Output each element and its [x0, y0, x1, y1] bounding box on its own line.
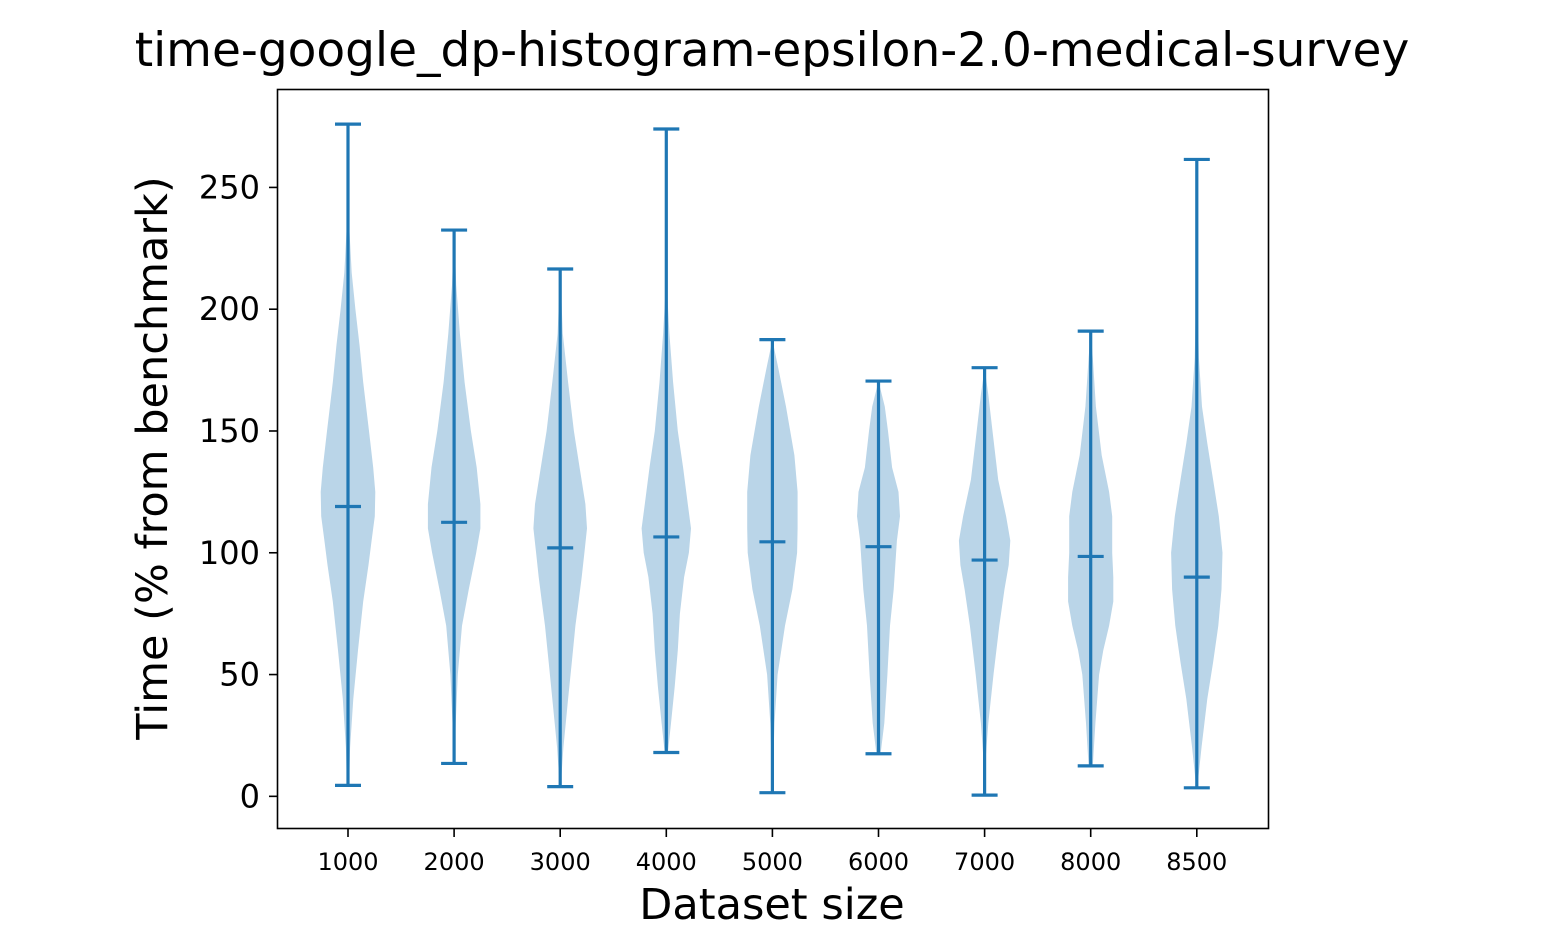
y-tick-label-250: 250 — [199, 168, 260, 206]
y-axis: 0 50 100 150 200 250 — [199, 168, 278, 815]
violins-layer — [320, 122, 1223, 797]
x-tick-label-4000: 4000 — [636, 848, 697, 876]
plot-frame — [276, 88, 1270, 830]
y-tick-label-0: 0 — [240, 777, 260, 815]
x-axis: 1000 2000 3000 4000 5000 6000 7000 8000 8500 — [317, 828, 1227, 876]
y-tick-label-200: 200 — [199, 290, 260, 328]
y-tick-label-100: 100 — [199, 534, 260, 572]
x-tick-label-7000: 7000 — [954, 848, 1015, 876]
x-axis-label: Dataset size — [639, 880, 904, 930]
x-tick-label-3000: 3000 — [530, 848, 591, 876]
x-tick-label-5000: 5000 — [742, 848, 803, 876]
chart-title: time-google_dp-histogram-epsilon-2.0-med… — [135, 23, 1410, 78]
x-tick-label-8500: 8500 — [1166, 848, 1227, 876]
y-axis-label: Time (% from benchmark) — [128, 176, 178, 740]
x-tick-label-1000: 1000 — [317, 848, 378, 876]
y-tick-label-50: 50 — [219, 656, 260, 694]
x-tick-label-8000: 8000 — [1060, 848, 1121, 876]
x-tick-label-6000: 6000 — [848, 848, 909, 876]
y-tick-label-150: 150 — [199, 412, 260, 450]
x-tick-label-2000: 2000 — [424, 848, 485, 876]
